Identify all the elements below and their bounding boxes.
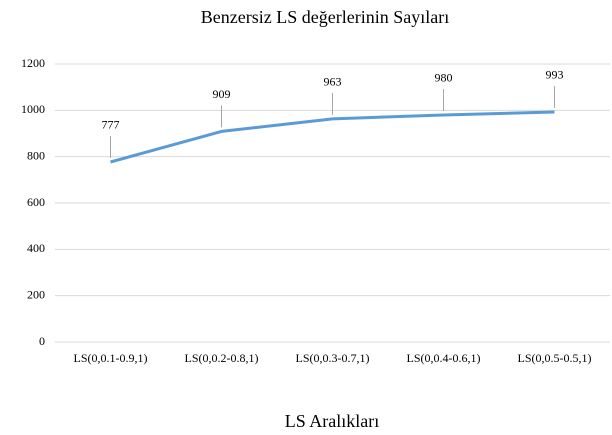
line-series — [110, 110, 555, 164]
data-label: 777 — [102, 118, 120, 132]
data-label: 980 — [435, 71, 453, 85]
data-label: 909 — [213, 87, 231, 101]
y-tick-label: 0 — [39, 334, 45, 348]
y-tick-label: 200 — [27, 287, 45, 301]
x-tick-label: LS(0,0.5-0.5,1) — [518, 351, 592, 365]
x-tick-label: LS(0,0.2-0.8,1) — [185, 351, 259, 365]
y-tick-label: 800 — [27, 148, 45, 162]
y-tick-label: 1000 — [21, 102, 45, 116]
x-axis-label: LS Aralıkları — [285, 411, 379, 431]
data-label: 963 — [324, 75, 342, 89]
y-tick-label: 1200 — [21, 56, 45, 70]
x-tick-label: LS(0,0.4-0.6,1) — [407, 351, 481, 365]
chart-title: Benzersiz LS değerlerinin Sayıları — [201, 7, 449, 27]
x-tick-label: LS(0,0.1-0.9,1) — [74, 351, 148, 365]
data-label: 993 — [546, 68, 564, 82]
y-tick-label: 600 — [27, 195, 45, 209]
y-tick-label: 400 — [27, 241, 45, 255]
x-tick-label: LS(0,0.3-0.7,1) — [296, 351, 370, 365]
